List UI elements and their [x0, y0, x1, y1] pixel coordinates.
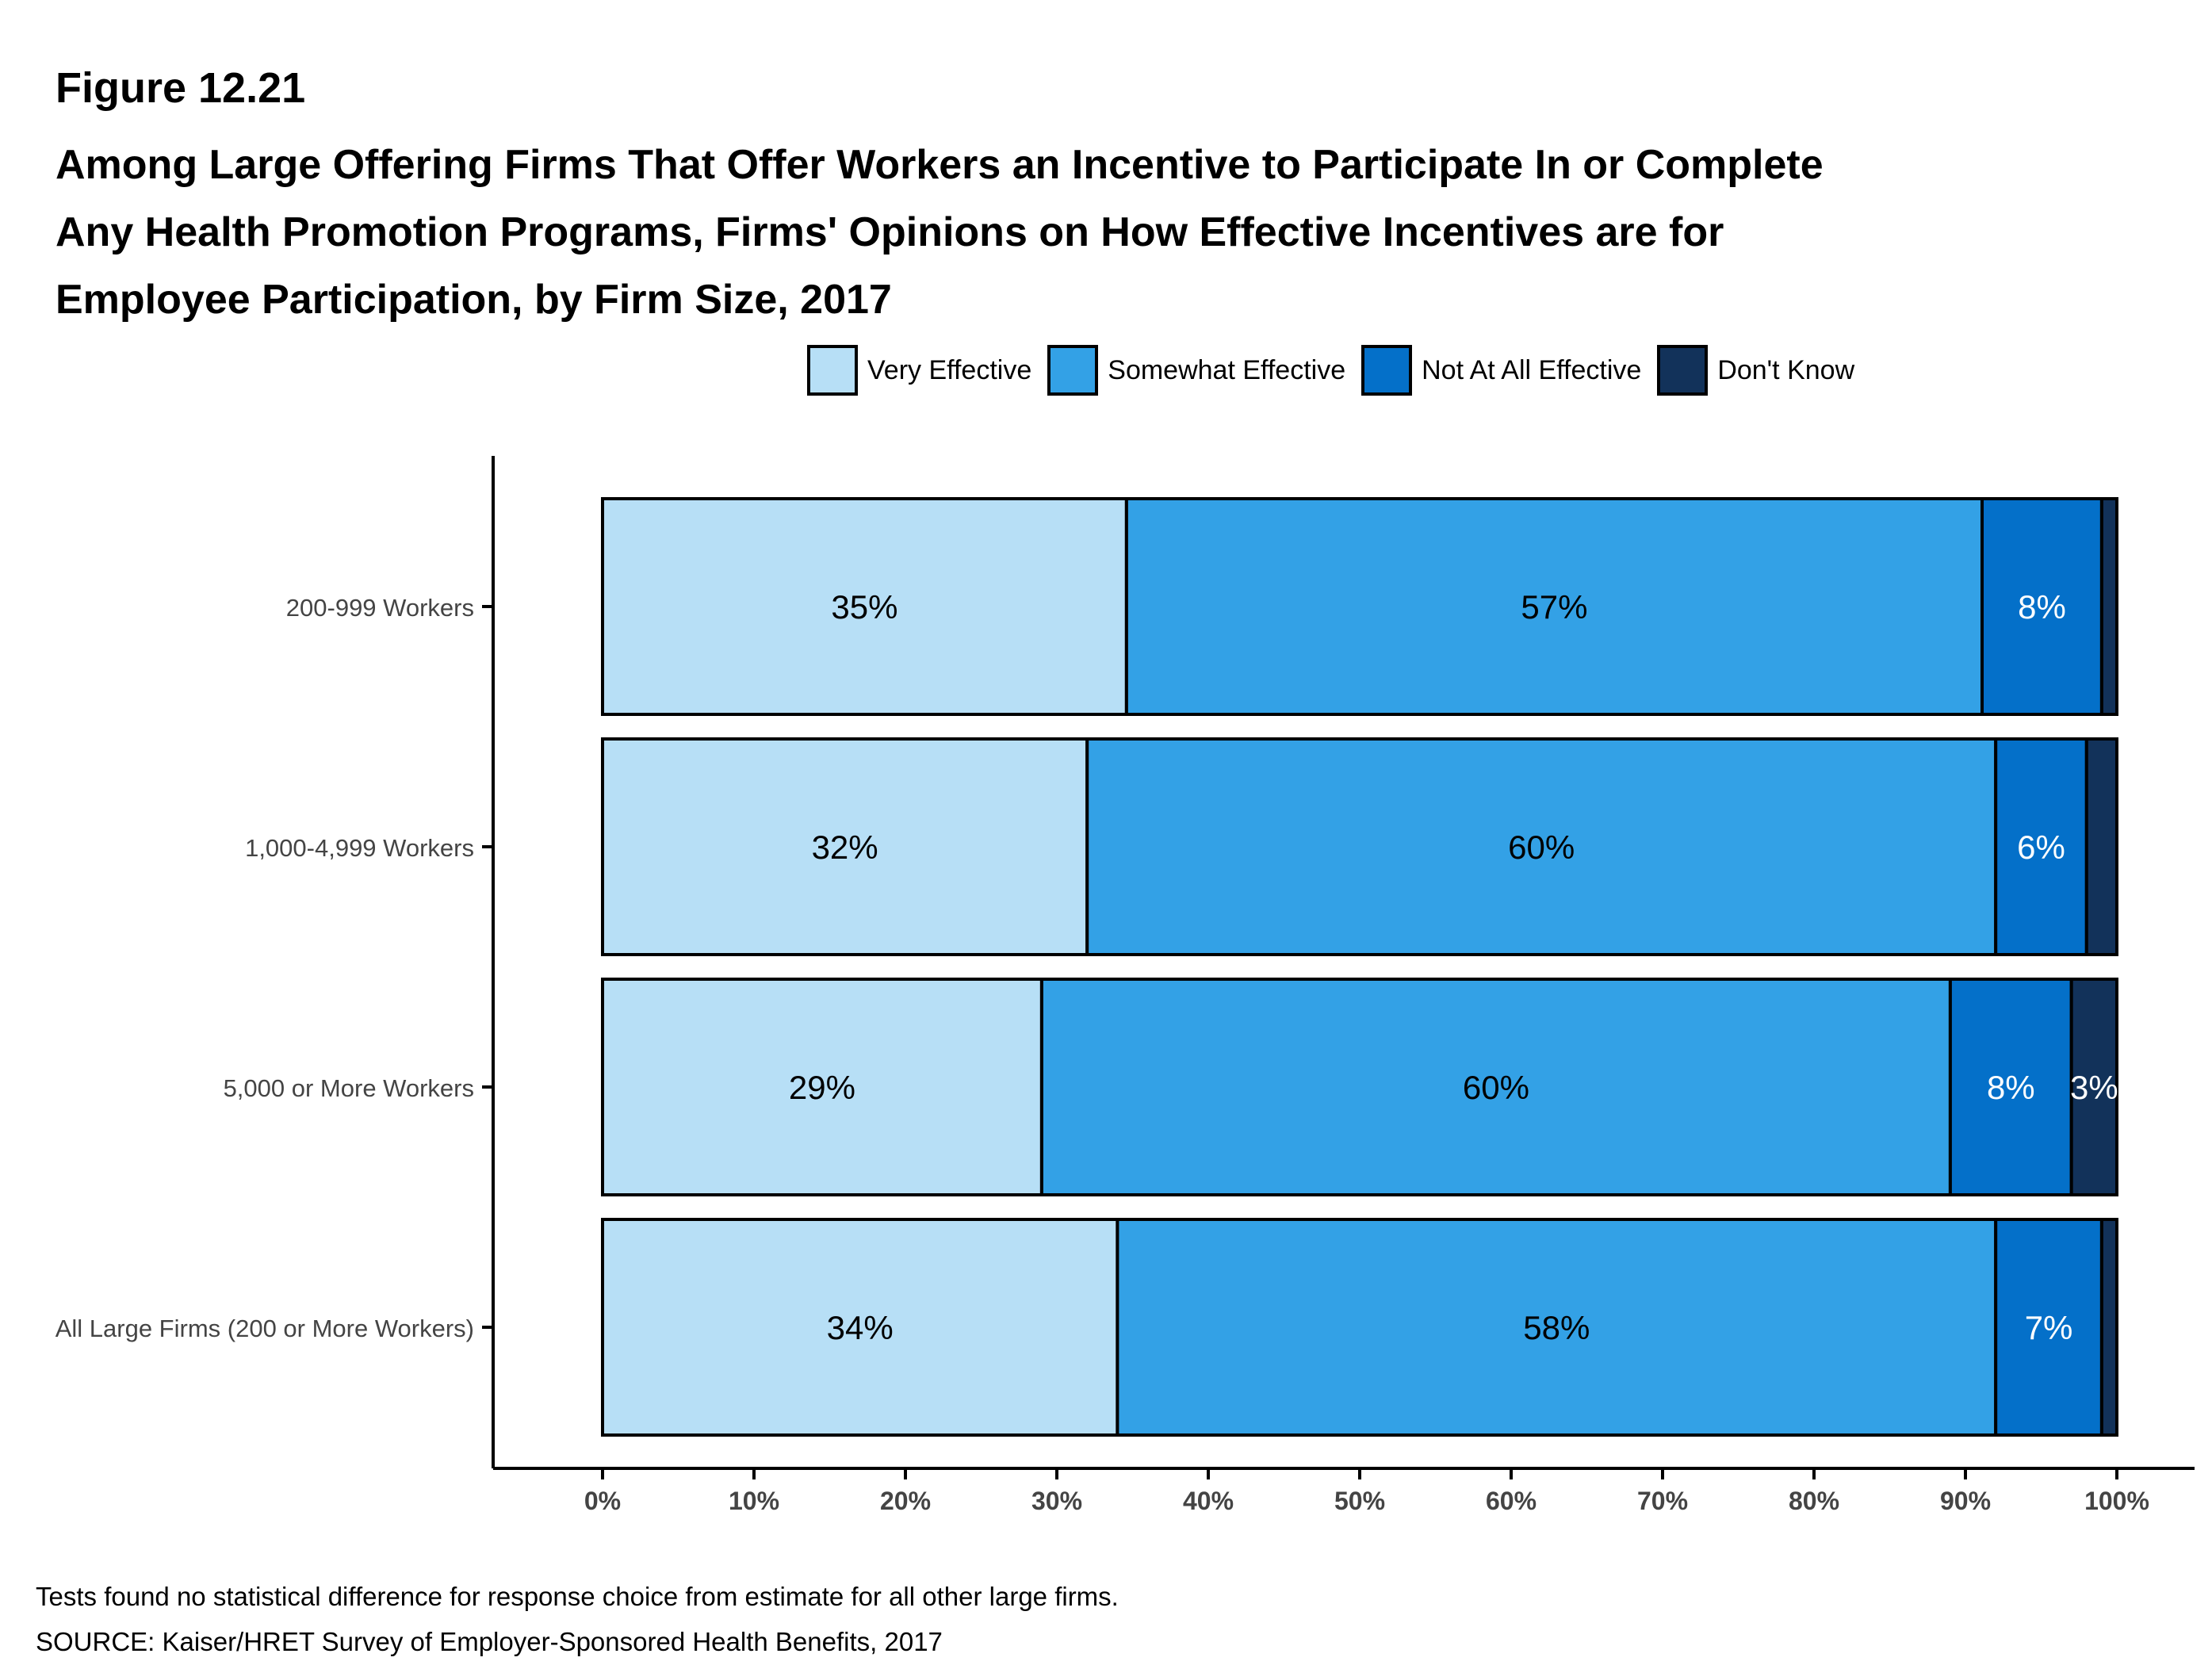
bar-segment: [1124, 497, 1984, 716]
bar-segment: [1116, 1218, 1998, 1437]
data-label: 32%: [812, 829, 878, 866]
legend-label: Very Effective: [867, 354, 1032, 385]
bar-segment: [1980, 497, 2103, 716]
x-tick-label: 0%: [584, 1487, 621, 1515]
legend-label: Somewhat Effective: [1108, 354, 1346, 385]
bar-segment: [2084, 737, 2119, 956]
bar-segment: [1085, 737, 1998, 956]
bar-segment: [1994, 737, 2088, 956]
y-tick-label: 1,000-4,999 Workers: [245, 834, 474, 862]
x-tick-label: 10%: [729, 1487, 779, 1515]
data-label: 58%: [1523, 1309, 1590, 1346]
y-tick-label: 5,000 or More Workers: [224, 1074, 474, 1102]
bar-segment: [601, 737, 1089, 956]
x-tick-label: 20%: [880, 1487, 931, 1515]
x-tick-label: 50%: [1334, 1487, 1385, 1515]
title-line: Any Health Promotion Programs, Firms' Op…: [55, 209, 1724, 255]
data-label: 60%: [1463, 1069, 1529, 1106]
bar-segment: [601, 1218, 1119, 1437]
legend-swatch: [1047, 345, 1099, 396]
x-tick-label: 70%: [1637, 1487, 1688, 1515]
data-label: 35%: [831, 588, 897, 626]
data-label: 8%: [1987, 1069, 2035, 1106]
legend-label: Don't Know: [1717, 354, 1855, 385]
figure-label: Figure 12.21: [55, 64, 306, 112]
data-label: 8%: [2018, 588, 2066, 626]
data-label: 60%: [1508, 829, 1575, 866]
x-tick-label: 80%: [1789, 1487, 1839, 1515]
legend-item-not-at-all-effective: Not At All Effective: [1361, 345, 1641, 396]
data-label: 34%: [827, 1309, 894, 1346]
x-tick-label: 90%: [1940, 1487, 1991, 1515]
legend-swatch: [1361, 345, 1413, 396]
chart-title: Among Large Offering Firms That Offer Wo…: [55, 132, 2038, 334]
x-tick-label: 100%: [2084, 1487, 2149, 1515]
data-label: 6%: [2017, 829, 2065, 866]
legend-item-somewhat-effective: Somewhat Effective: [1047, 345, 1345, 396]
bar-segment: [2099, 1218, 2118, 1437]
bar-segment: [1994, 1218, 2103, 1437]
data-label: 57%: [1521, 588, 1587, 626]
legend: Very Effective Somewhat Effective Not At…: [807, 345, 1870, 396]
stacked-bar-chart: 35% 57% 8% 200-999 Workers 32% 60% 6% 1,000-4,9…: [55, 456, 2195, 1515]
bar-segment: [1039, 978, 1952, 1196]
footnote-note: Tests found no statistical difference fo…: [36, 1582, 1119, 1611]
legend-item-dont-know: Don't Know: [1657, 345, 1854, 396]
legend-label: Not At All Effective: [1422, 354, 1642, 385]
x-tick-label: 40%: [1183, 1487, 1234, 1515]
title-line: Employee Participation, by Firm Size, 20…: [55, 277, 892, 323]
legend-swatch: [1657, 345, 1709, 396]
footnote-source: SOURCE: Kaiser/HRET Survey of Employer-S…: [36, 1627, 943, 1656]
bar-segment: [2099, 497, 2118, 716]
bar-segment: [2069, 978, 2118, 1196]
x-tick-label: 60%: [1486, 1487, 1537, 1515]
y-tick-label: 200-999 Workers: [286, 594, 474, 622]
data-label: 7%: [2025, 1309, 2073, 1346]
x-tick-label: 30%: [1031, 1487, 1082, 1515]
y-tick-label: All Large Firms (200 or More Workers): [55, 1315, 474, 1342]
data-label: 29%: [789, 1069, 855, 1106]
data-label: 3%: [2070, 1069, 2118, 1106]
legend-item-very-effective: Very Effective: [807, 345, 1031, 396]
legend-swatch: [807, 345, 858, 396]
bar-segment: [601, 978, 1043, 1196]
title-line: Among Large Offering Firms That Offer Wo…: [55, 142, 1824, 188]
